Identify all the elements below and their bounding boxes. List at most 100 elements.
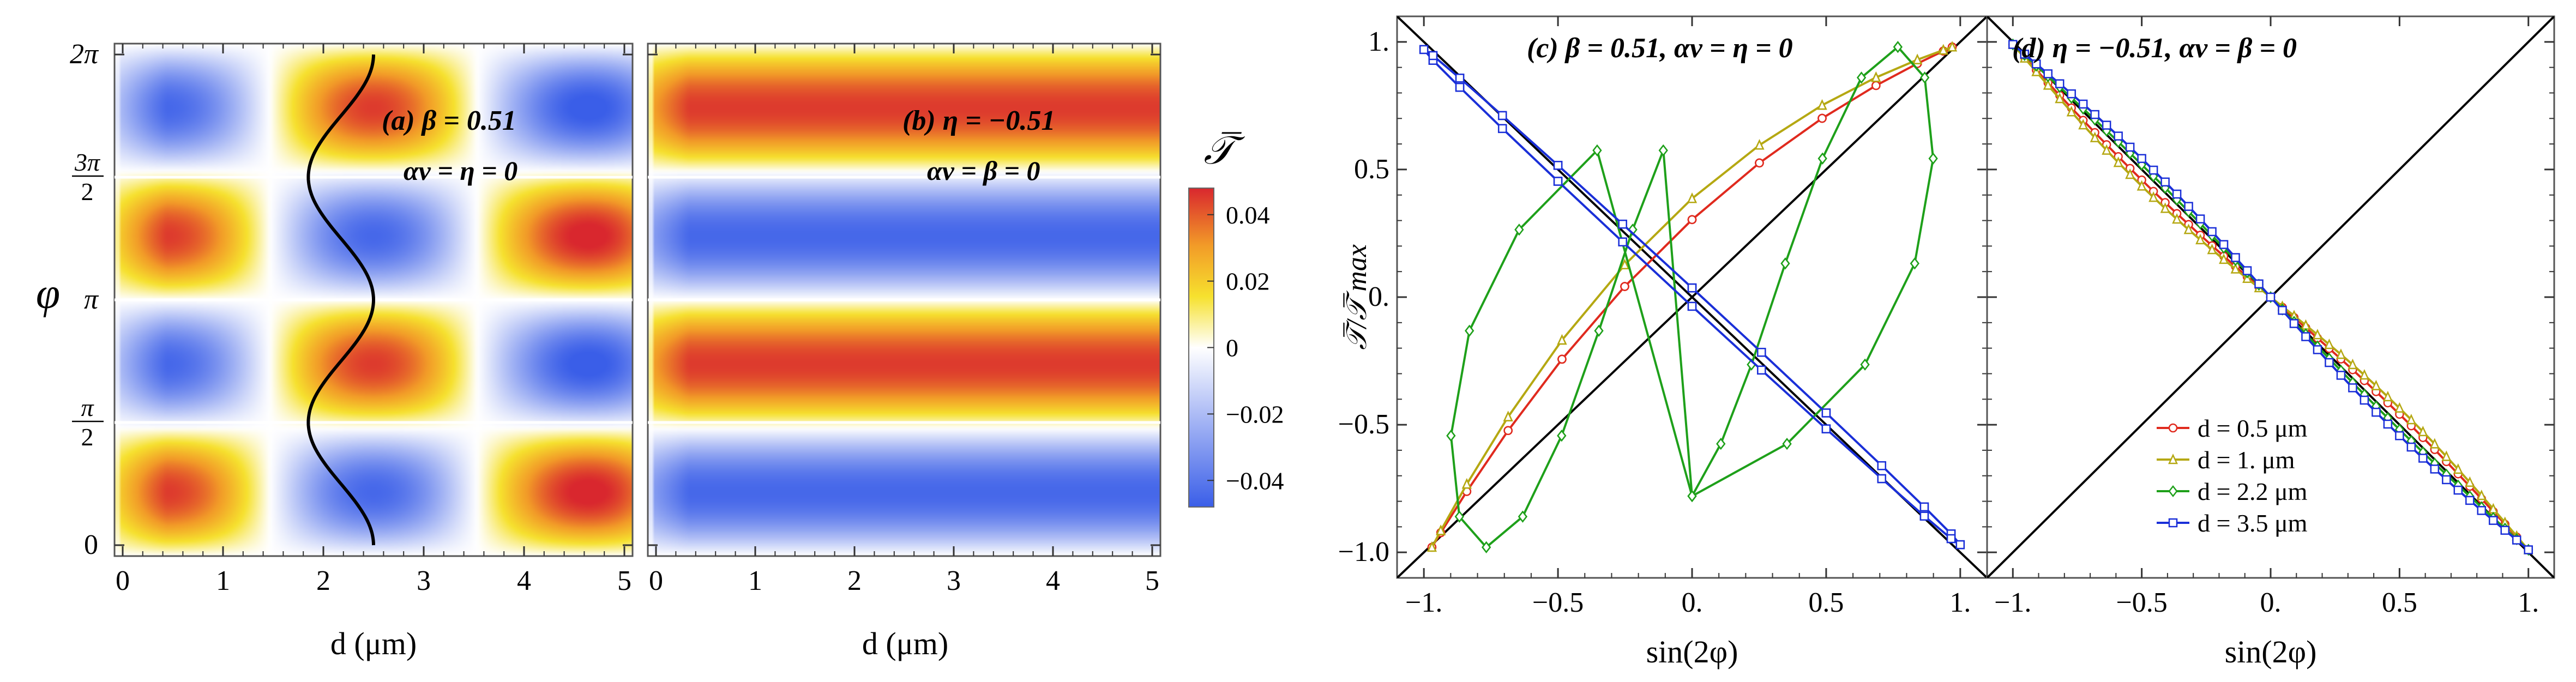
zero-contour-line bbox=[306, 54, 376, 546]
data-point-square bbox=[1553, 177, 1563, 186]
x-tick-label: 5 bbox=[1145, 565, 1159, 596]
x-tick-label: 5 bbox=[617, 565, 631, 596]
data-point-triangle bbox=[1503, 411, 1513, 421]
data-point-square bbox=[2148, 165, 2158, 175]
legend-label: d = 2.2 μm bbox=[2198, 478, 2308, 505]
data-point-square bbox=[2043, 69, 2053, 79]
panel-d-xlabel: sin(2φ) bbox=[2225, 634, 2317, 669]
data-point-triangle bbox=[2453, 463, 2463, 474]
data-point-square bbox=[1455, 82, 1465, 92]
data-point-square bbox=[1455, 74, 1465, 83]
data-point-triangle bbox=[2406, 414, 2416, 425]
data-point-triangle bbox=[2371, 379, 2381, 390]
data-point-square bbox=[2172, 189, 2182, 199]
colorbar-tick-label: 0.04 bbox=[1226, 201, 1270, 229]
data-point-square bbox=[2289, 319, 2299, 328]
panel-a-title: (a) β = 0.51 bbox=[382, 105, 516, 136]
data-point-diamond bbox=[1817, 152, 1827, 165]
panel-b: 0 1 2 3 4 5 bbox=[647, 43, 1161, 596]
data-point-diamond bbox=[1860, 358, 1870, 371]
colorbar: 0.04 0.02 0 −0.02 −0.04 bbox=[1188, 188, 1284, 508]
data-point-square bbox=[2254, 279, 2264, 288]
x-tick-label: 2 bbox=[316, 565, 330, 596]
y-tick-label: π bbox=[84, 284, 99, 315]
data-point-square bbox=[2219, 240, 2229, 249]
data-point-square bbox=[2360, 395, 2369, 405]
x-tick-label: 3 bbox=[417, 565, 431, 596]
y-tick-label: 2π bbox=[70, 39, 99, 70]
data-point-diamond bbox=[2168, 485, 2178, 498]
data-point-diamond bbox=[1920, 71, 1930, 84]
data-point-square bbox=[2383, 419, 2393, 429]
data-point-triangle bbox=[2172, 213, 2182, 224]
data-point-square bbox=[2465, 496, 2475, 505]
x-tick-label: 0 bbox=[116, 565, 130, 596]
data-point-triangle bbox=[2055, 93, 2065, 104]
panel-d: −1. −0.5 0. 0.5 1. d = 0.5 μm d = 1. μm d = 2.2… bbox=[1986, 15, 2555, 618]
colorbar-tick-label: −0.04 bbox=[1226, 467, 1284, 494]
data-point-triangle bbox=[1461, 478, 1472, 489]
data-point-square bbox=[1877, 474, 1887, 484]
data-point-square bbox=[1821, 424, 1831, 433]
data-point-square bbox=[2336, 371, 2346, 380]
x-tick-label: 0. bbox=[1682, 587, 1703, 618]
data-point-square bbox=[1419, 45, 1429, 55]
data-point-triangle bbox=[2136, 180, 2147, 191]
data-point-square bbox=[2489, 516, 2498, 525]
data-point-triangle bbox=[1817, 99, 1827, 110]
panel-b-subtitle: αν = β = 0 bbox=[927, 155, 1040, 186]
panel-a-subtitle: αν = η = 0 bbox=[404, 155, 517, 186]
y-tick-label: 0.5 bbox=[1354, 154, 1389, 185]
x-tick-label: 1 bbox=[216, 565, 230, 596]
x-tick-label: −1. bbox=[1405, 587, 1442, 618]
data-point-triangle bbox=[2148, 191, 2159, 202]
data-point-circle bbox=[2168, 423, 2178, 433]
data-point-triangle bbox=[2382, 390, 2393, 402]
legend-entry: d = 1. μm bbox=[2157, 446, 2295, 474]
x-tick-label: 1. bbox=[1949, 587, 1971, 618]
data-point-square bbox=[1618, 219, 1627, 229]
x-tick-label: 0.5 bbox=[1808, 587, 1844, 618]
data-point-square bbox=[1955, 540, 1965, 550]
data-point-square bbox=[2278, 306, 2287, 315]
panel-ab-ylabel: φ bbox=[36, 270, 60, 318]
data-point-diamond bbox=[1454, 510, 1464, 523]
data-point-triangle bbox=[1557, 334, 1567, 345]
data-point-triangle bbox=[1620, 258, 1630, 270]
data-point-square bbox=[2067, 89, 2076, 99]
data-point-triangle bbox=[1912, 53, 1923, 64]
data-point-triangle bbox=[2336, 348, 2346, 359]
y-tick-label: −0.5 bbox=[1338, 409, 1389, 440]
data-point-triangle bbox=[2043, 79, 2053, 90]
data-point-diamond bbox=[1594, 324, 1604, 337]
data-point-square bbox=[2160, 177, 2170, 187]
data-point-diamond bbox=[1518, 510, 1527, 523]
data-point-square bbox=[2242, 266, 2252, 275]
data-point-square bbox=[2207, 227, 2217, 237]
data-point-square bbox=[1618, 237, 1627, 246]
data-point-diamond bbox=[1780, 257, 1790, 270]
data-point-diamond bbox=[1782, 438, 1792, 450]
data-point-square bbox=[2418, 454, 2428, 463]
data-point-square bbox=[2031, 59, 2041, 69]
x-tick-label: 4 bbox=[1046, 565, 1060, 596]
data-point-square bbox=[2395, 431, 2404, 440]
data-point-diamond bbox=[1857, 71, 1867, 84]
data-point-diamond bbox=[1893, 41, 1903, 53]
panel-c-title: (c) β = 0.51, αν = η = 0 bbox=[1527, 33, 1793, 64]
legend-label: d = 1. μm bbox=[2198, 446, 2295, 474]
x-tick-label: 2 bbox=[847, 565, 862, 596]
panel-b-xlabel: d (μm) bbox=[862, 626, 948, 661]
data-point-triangle bbox=[2312, 329, 2322, 340]
data-point-square bbox=[1946, 534, 1956, 544]
data-point-triangle bbox=[2324, 338, 2334, 349]
x-tick-label: 3 bbox=[947, 565, 961, 596]
data-point-square bbox=[1687, 301, 1697, 311]
data-point-square bbox=[2008, 40, 2018, 49]
panel-c-xlabel: sin(2φ) bbox=[1646, 634, 1738, 669]
x-tick-label: −1. bbox=[1994, 587, 2031, 618]
x-tick-label: 4 bbox=[517, 565, 531, 596]
data-point-triangle bbox=[2078, 119, 2089, 130]
data-point-square bbox=[2195, 214, 2205, 224]
